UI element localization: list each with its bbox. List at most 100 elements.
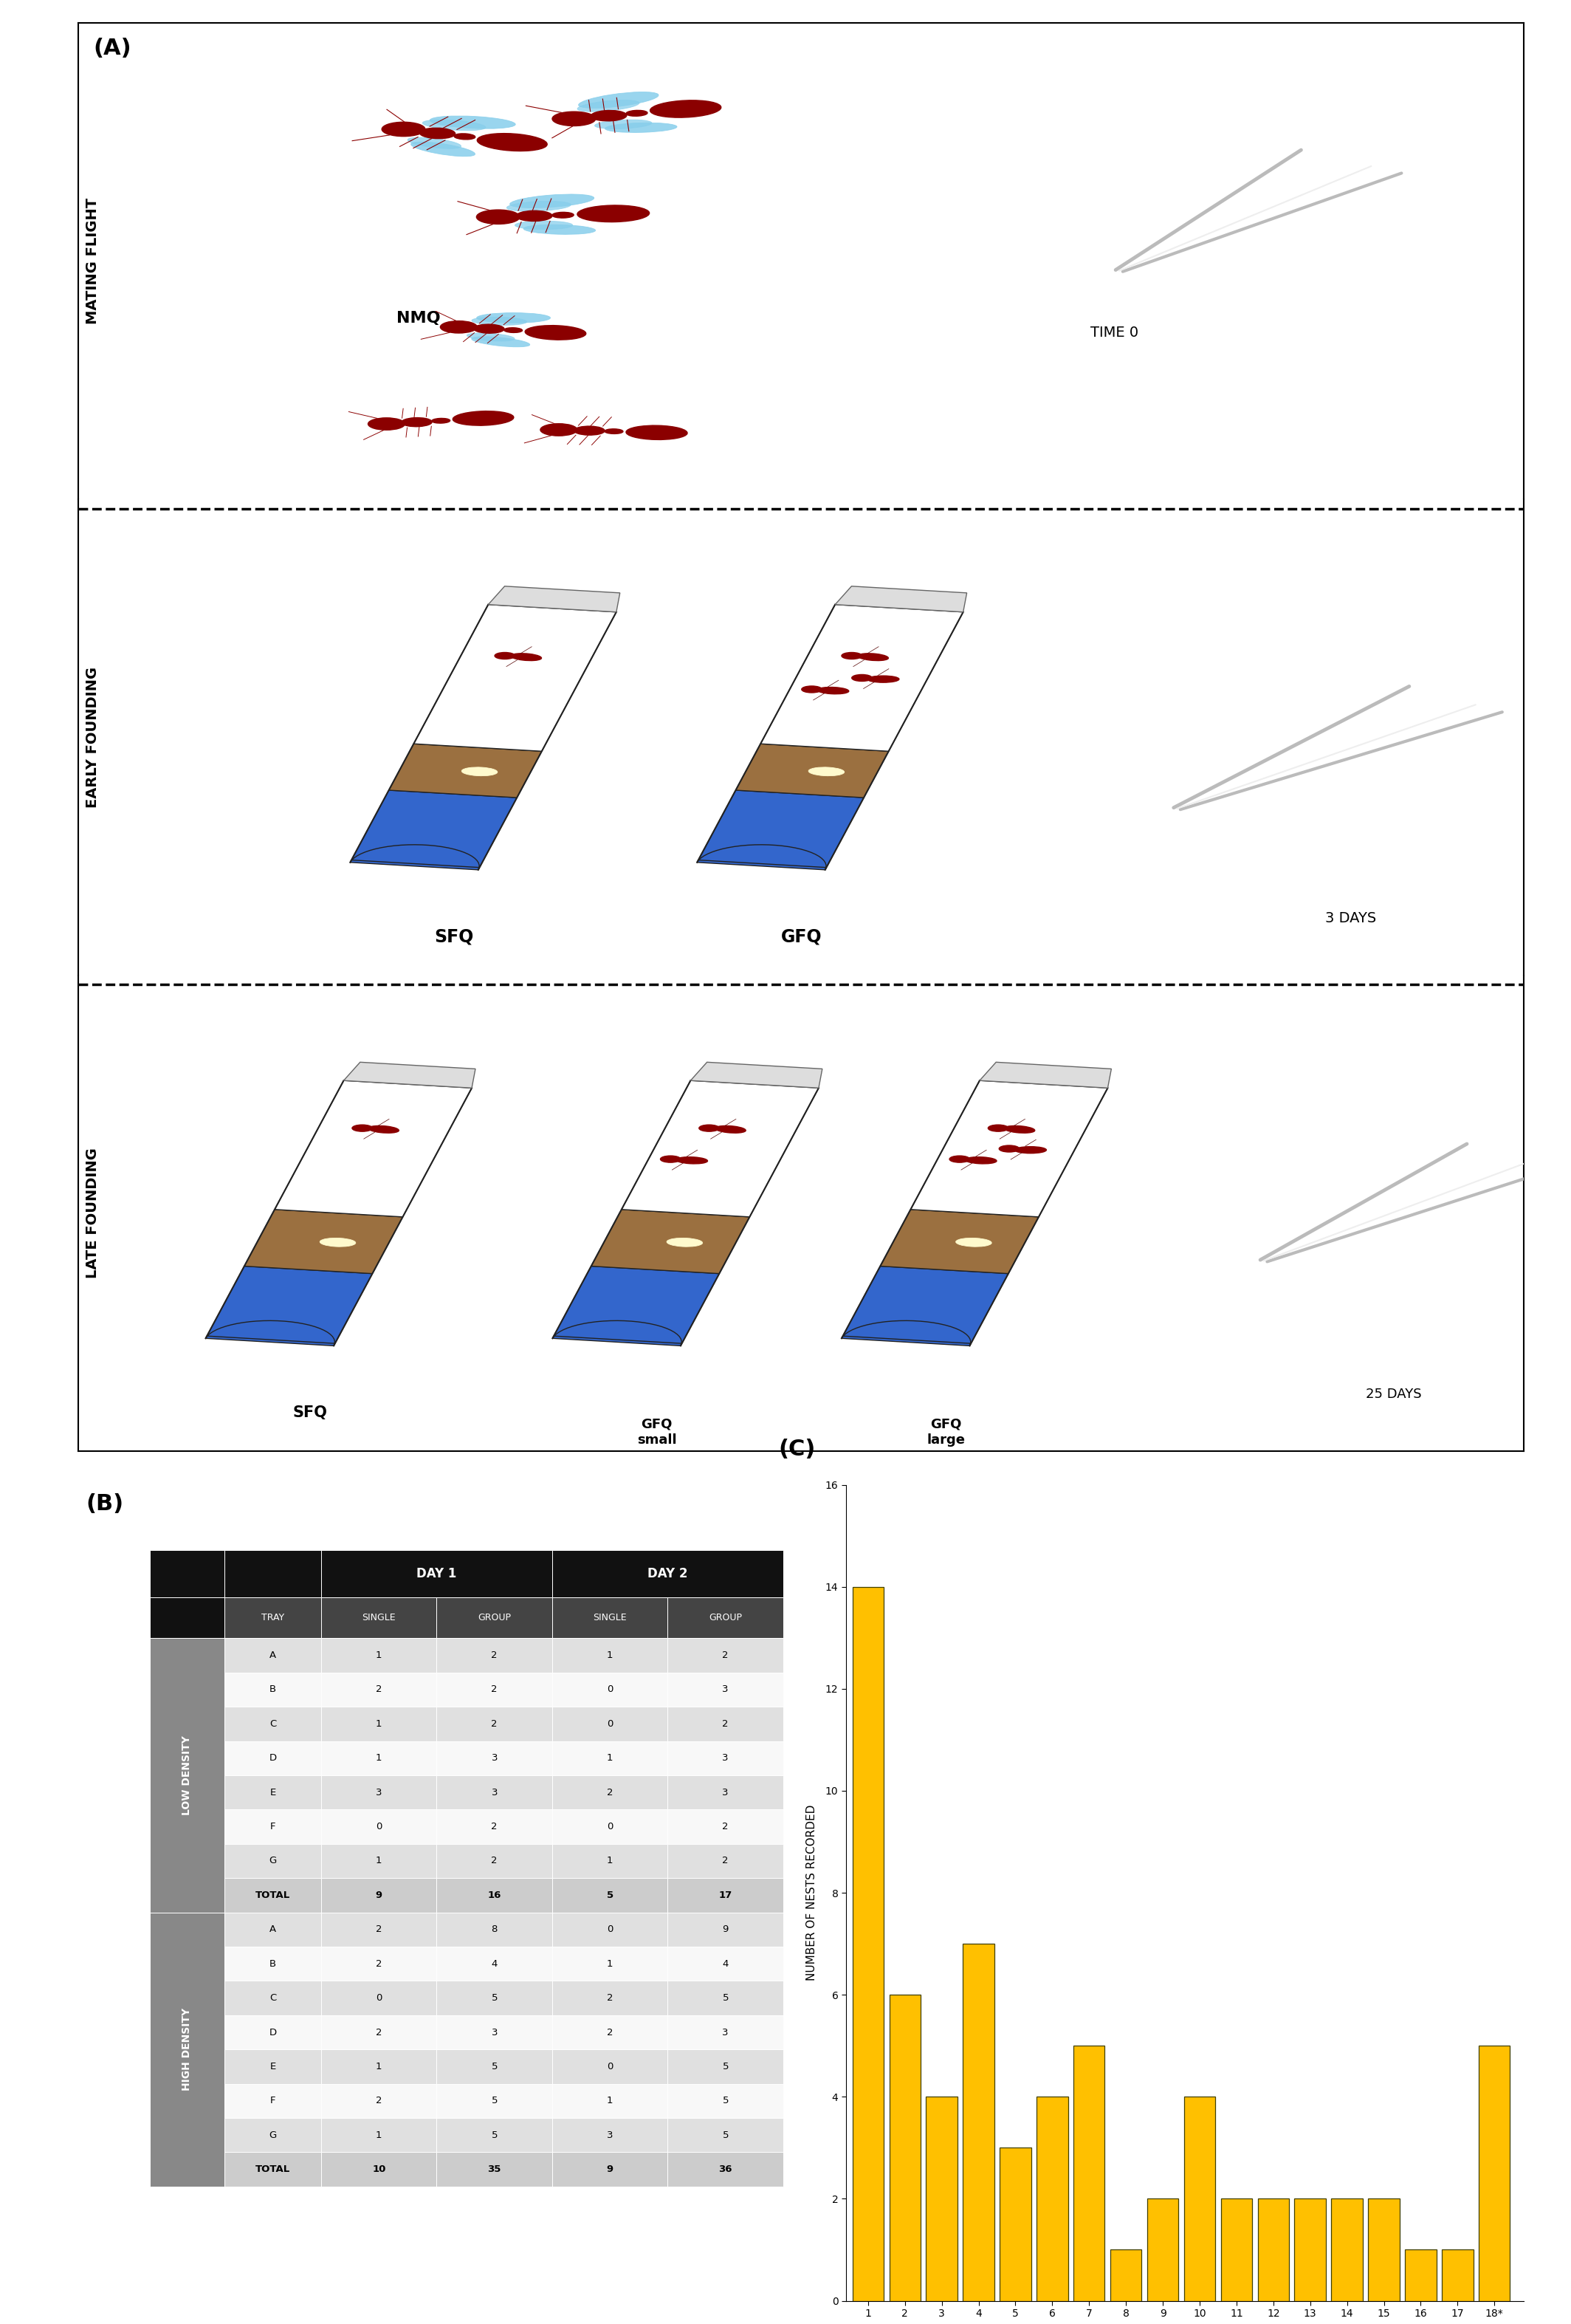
Bar <box>149 1550 225 1597</box>
Bar <box>225 1741 320 1776</box>
Bar <box>225 2117 320 2152</box>
Text: E: E <box>270 1787 276 1796</box>
Bar <box>668 2117 784 2152</box>
Polygon shape <box>735 744 889 797</box>
Circle shape <box>476 209 520 223</box>
Text: TOTAL: TOTAL <box>255 2164 291 2175</box>
Bar <box>1185 2096 1216 2301</box>
Polygon shape <box>275 1081 471 1218</box>
Text: 0: 0 <box>606 2061 613 2071</box>
Bar <box>668 1741 784 1776</box>
Text: 0: 0 <box>606 1720 613 1729</box>
Polygon shape <box>489 586 621 611</box>
Bar <box>320 1638 437 1673</box>
Ellipse shape <box>402 418 432 428</box>
Ellipse shape <box>715 1125 746 1134</box>
Ellipse shape <box>471 337 529 346</box>
Bar <box>320 1843 437 1878</box>
Text: 2: 2 <box>606 1787 613 1796</box>
Text: 2: 2 <box>723 1720 729 1729</box>
Ellipse shape <box>965 1157 996 1164</box>
Polygon shape <box>836 586 966 611</box>
Bar <box>668 1810 784 1843</box>
Bar <box>225 1948 320 1980</box>
Text: 0: 0 <box>606 1822 613 1831</box>
Text: 1: 1 <box>375 1752 382 1764</box>
Bar <box>551 1878 668 1913</box>
Y-axis label: NUMBER OF NESTS RECORDED: NUMBER OF NESTS RECORDED <box>806 1806 817 1980</box>
Bar <box>1442 2250 1474 2301</box>
Polygon shape <box>344 1062 476 1088</box>
Polygon shape <box>284 1085 369 1206</box>
Ellipse shape <box>817 688 848 695</box>
Bar <box>437 2015 551 2050</box>
Text: GFQ
large: GFQ large <box>927 1418 965 1446</box>
Text: 5: 5 <box>492 2131 498 2140</box>
Bar <box>999 2147 1031 2301</box>
Text: 3: 3 <box>492 1752 498 1764</box>
Text: F: F <box>270 2096 275 2106</box>
Circle shape <box>540 423 577 437</box>
Text: 2: 2 <box>723 1650 729 1659</box>
Text: 4: 4 <box>723 1959 729 1968</box>
Ellipse shape <box>867 676 899 683</box>
Text: 0: 0 <box>606 1924 613 1934</box>
Bar <box>853 1587 884 2301</box>
Bar <box>225 1913 320 1948</box>
Bar <box>437 2152 551 2187</box>
Bar <box>668 1776 784 1810</box>
Ellipse shape <box>478 132 547 151</box>
Text: 9: 9 <box>606 2164 613 2175</box>
Polygon shape <box>760 604 963 751</box>
Circle shape <box>352 1125 372 1132</box>
Bar <box>320 2050 437 2085</box>
Polygon shape <box>880 1208 1038 1274</box>
Bar <box>1147 2199 1178 2301</box>
Bar <box>668 1638 784 1673</box>
Bar <box>551 2117 668 2152</box>
Text: NMQ: NMQ <box>396 311 440 325</box>
Text: 16: 16 <box>487 1889 501 1901</box>
Bar <box>551 2050 668 2085</box>
Bar <box>551 1597 668 1638</box>
Polygon shape <box>622 1081 818 1218</box>
Bar <box>437 1741 551 1776</box>
Text: A: A <box>269 1650 276 1659</box>
Ellipse shape <box>625 109 647 116</box>
Bar <box>225 1776 320 1810</box>
Bar <box>437 1980 551 2015</box>
Bar <box>437 1776 551 1810</box>
Ellipse shape <box>578 100 639 112</box>
Bar <box>668 1673 784 1706</box>
Text: SFQ: SFQ <box>292 1406 327 1420</box>
Text: B: B <box>269 1685 276 1694</box>
Text: 3: 3 <box>723 2027 729 2038</box>
Bar <box>320 1673 437 1706</box>
Polygon shape <box>698 790 864 869</box>
Text: C: C <box>269 1994 276 2003</box>
Bar <box>149 1913 225 2187</box>
Bar <box>1111 2250 1142 2301</box>
Bar <box>437 1948 551 1980</box>
Polygon shape <box>591 1208 749 1274</box>
Bar <box>225 1706 320 1741</box>
Text: 2: 2 <box>723 1857 729 1866</box>
Bar <box>320 1597 437 1638</box>
Text: 10: 10 <box>372 2164 386 2175</box>
Bar <box>668 1980 784 2015</box>
Bar <box>551 2152 668 2187</box>
Circle shape <box>801 686 822 693</box>
Text: 25 DAYS: 25 DAYS <box>1365 1387 1422 1401</box>
Circle shape <box>949 1155 969 1162</box>
Ellipse shape <box>1004 1125 1035 1134</box>
Bar <box>320 1913 437 1948</box>
Text: 2: 2 <box>375 1924 382 1934</box>
Text: 2: 2 <box>606 1994 613 2003</box>
Bar <box>551 1843 668 1878</box>
Text: LATE FOUNDING: LATE FOUNDING <box>86 1148 101 1278</box>
Bar <box>668 1913 784 1948</box>
Polygon shape <box>842 1320 971 1346</box>
Polygon shape <box>413 604 616 751</box>
Ellipse shape <box>523 225 595 235</box>
Text: SINGLE: SINGLE <box>594 1613 627 1622</box>
